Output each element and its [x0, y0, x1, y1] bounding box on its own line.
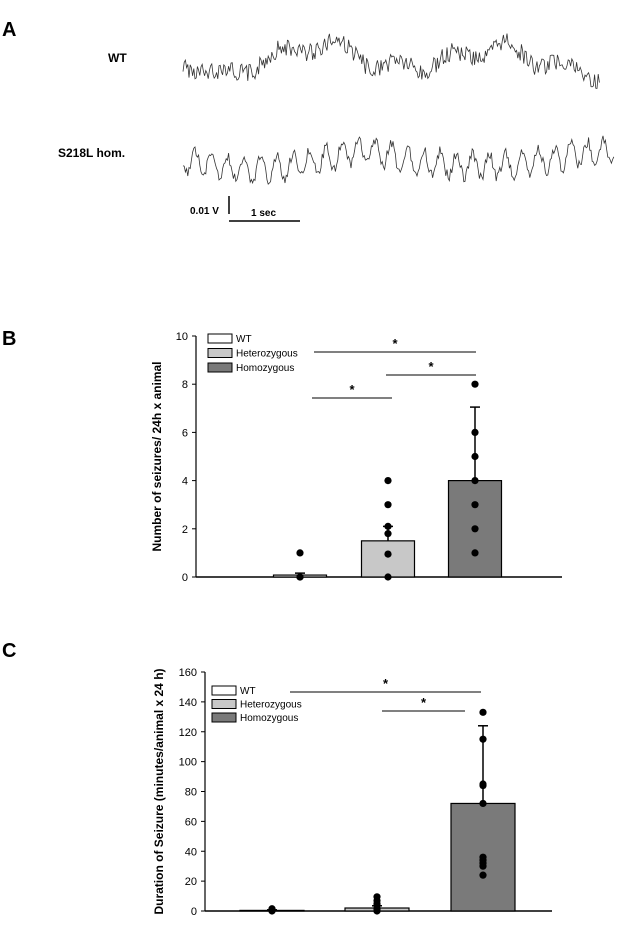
chart-b-data-point [471, 452, 479, 461]
chart-b-y-tick-label: 6 [182, 427, 188, 439]
chart-b-data-point [471, 501, 479, 509]
chart-c-data-point [479, 871, 487, 879]
chart-b-y-tick-label: 4 [182, 476, 188, 488]
chart-c-y-tick-label: 120 [179, 727, 197, 739]
chart-b-data-point [384, 477, 392, 485]
chart-b-y-tick-label: 2 [182, 524, 188, 536]
chart-c-y-tick-label: 40 [185, 846, 197, 858]
chart-c-legend-swatch [211, 699, 237, 709]
chart-b-y-tick-label: 10 [176, 331, 188, 343]
chart-c-data-point [479, 735, 487, 743]
chart-c-y-tick-label: 0 [191, 906, 197, 918]
chart-b-y-tick-label: 0 [182, 572, 188, 584]
chart-c-significance-star: * [383, 676, 389, 691]
chart-b-data-point [471, 380, 479, 388]
chart-c-legend-swatch [211, 685, 237, 696]
chart-b: 0 2 4 6 8 10 Number of seizures/ 24h x animal W… [150, 331, 562, 584]
eeg-trace-wt [182, 33, 600, 89]
chart-c-y-tick-label: 100 [179, 757, 197, 769]
chart-b-legend-label: Heterozygous [236, 349, 298, 360]
chart-b-data-point [471, 525, 479, 533]
chart-c-data-point [479, 708, 487, 716]
chart-c-significance-star: * [421, 695, 427, 710]
chart-b-legend-swatch [207, 348, 233, 358]
chart-b-data-point [384, 501, 392, 509]
eeg-trace-s218l [182, 135, 615, 185]
chart-c-y-tick-label: 80 [185, 787, 197, 799]
panel-a-letter: A [2, 19, 16, 41]
trace-label-s218l: S218L hom. [58, 146, 125, 160]
chart-c-legend-label: Homozygous [240, 713, 298, 724]
chart-b-data-point [471, 549, 479, 557]
chart-b-data-point [296, 549, 304, 557]
chart-b-y-label: Number of seizures/ 24h x animal [150, 361, 164, 551]
chart-c-data-point [479, 780, 487, 788]
chart-c-data-point [479, 799, 487, 808]
chart-c-data-point [373, 893, 381, 901]
chart-b-data-point [471, 428, 479, 436]
panel-a: A WT S218L hom. 0.01 V 1 sec [2, 19, 615, 222]
chart-b-legend-label: Homozygous [236, 363, 294, 374]
chart-b-data-point [471, 477, 479, 485]
chart-b-data-point [384, 530, 392, 538]
chart-b-data-point [384, 522, 392, 530]
chart-c-y-tick-label: 60 [185, 816, 197, 828]
chart-c-y-tick-label: 160 [179, 667, 197, 679]
chart-b-data-point [384, 573, 392, 581]
chart-b-significance-star: * [349, 382, 355, 397]
panel-b-letter: B [2, 328, 16, 350]
chart-b-legend-swatch [207, 362, 233, 373]
chart-c-y-tick-label: 20 [185, 876, 197, 888]
scale-label-time: 1 sec [251, 208, 276, 219]
chart-b-legend-label: WT [236, 334, 252, 345]
chart-c: 0 20 40 60 80 100 120 140 160 Duration of Seizure… [152, 667, 552, 918]
chart-c-data-point [479, 853, 487, 861]
chart-c-legend-swatch [211, 712, 237, 723]
chart-b-data-point [384, 550, 392, 558]
chart-b-significance-star: * [428, 359, 434, 374]
panel-c-letter: C [2, 640, 16, 662]
chart-b-bar-heterozygous [360, 540, 416, 578]
chart-c-legend-label: WT [240, 686, 256, 697]
scale-label-voltage: 0.01 V [190, 206, 219, 217]
chart-b-data-point [296, 573, 304, 581]
trace-label-wt: WT [108, 51, 127, 65]
chart-b-legend-swatch [207, 333, 233, 344]
chart-c-y-label: Duration of Seizure (minutes/animal x 24… [152, 668, 166, 914]
chart-b-y-tick-label: 8 [182, 379, 188, 391]
chart-c-data-point [268, 905, 276, 913]
chart-c-y-tick-label: 140 [179, 697, 197, 709]
chart-b-significance-star: * [392, 336, 398, 351]
chart-c-legend-label: Heterozygous [240, 700, 302, 711]
